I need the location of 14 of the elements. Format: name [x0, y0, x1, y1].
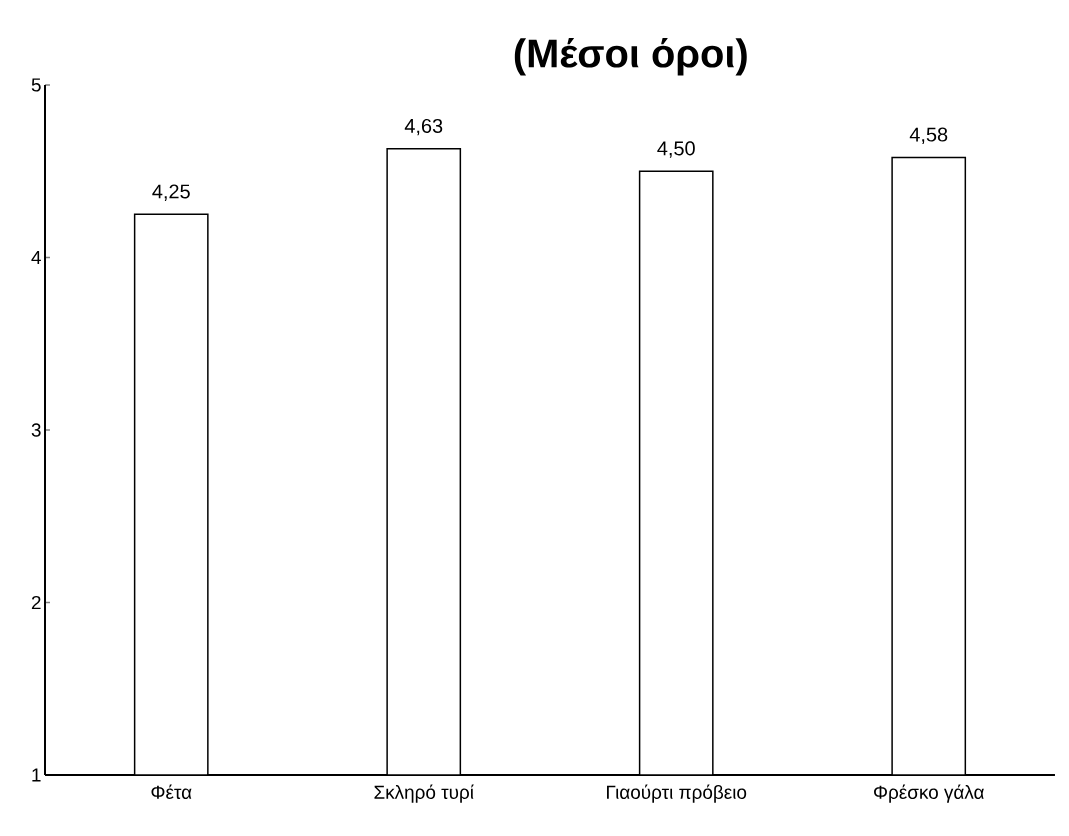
y-tick-label: 1: [32, 768, 41, 782]
x-tick-label: Γιαούρτι πρόβειο: [607, 784, 747, 803]
y-tick-label: 3: [31, 423, 41, 437]
x-tick-label: Σκληρό τυρί: [374, 784, 474, 803]
chart-title: (Μέσοι όροι): [514, 37, 747, 76]
data-label: 4,25: [152, 184, 190, 201]
data-label: 4,50: [657, 141, 695, 158]
y-tick-label: 2: [31, 595, 41, 610]
data-label: 4,63: [404, 118, 443, 136]
x-tick-label: Φρέσκο γάλα: [874, 784, 984, 803]
data-label: 4,58: [909, 127, 948, 144]
y-tick-label: 5: [31, 78, 41, 92]
y-tick-label: 4: [31, 250, 41, 265]
x-tick-label: Φέτα: [151, 784, 192, 799]
